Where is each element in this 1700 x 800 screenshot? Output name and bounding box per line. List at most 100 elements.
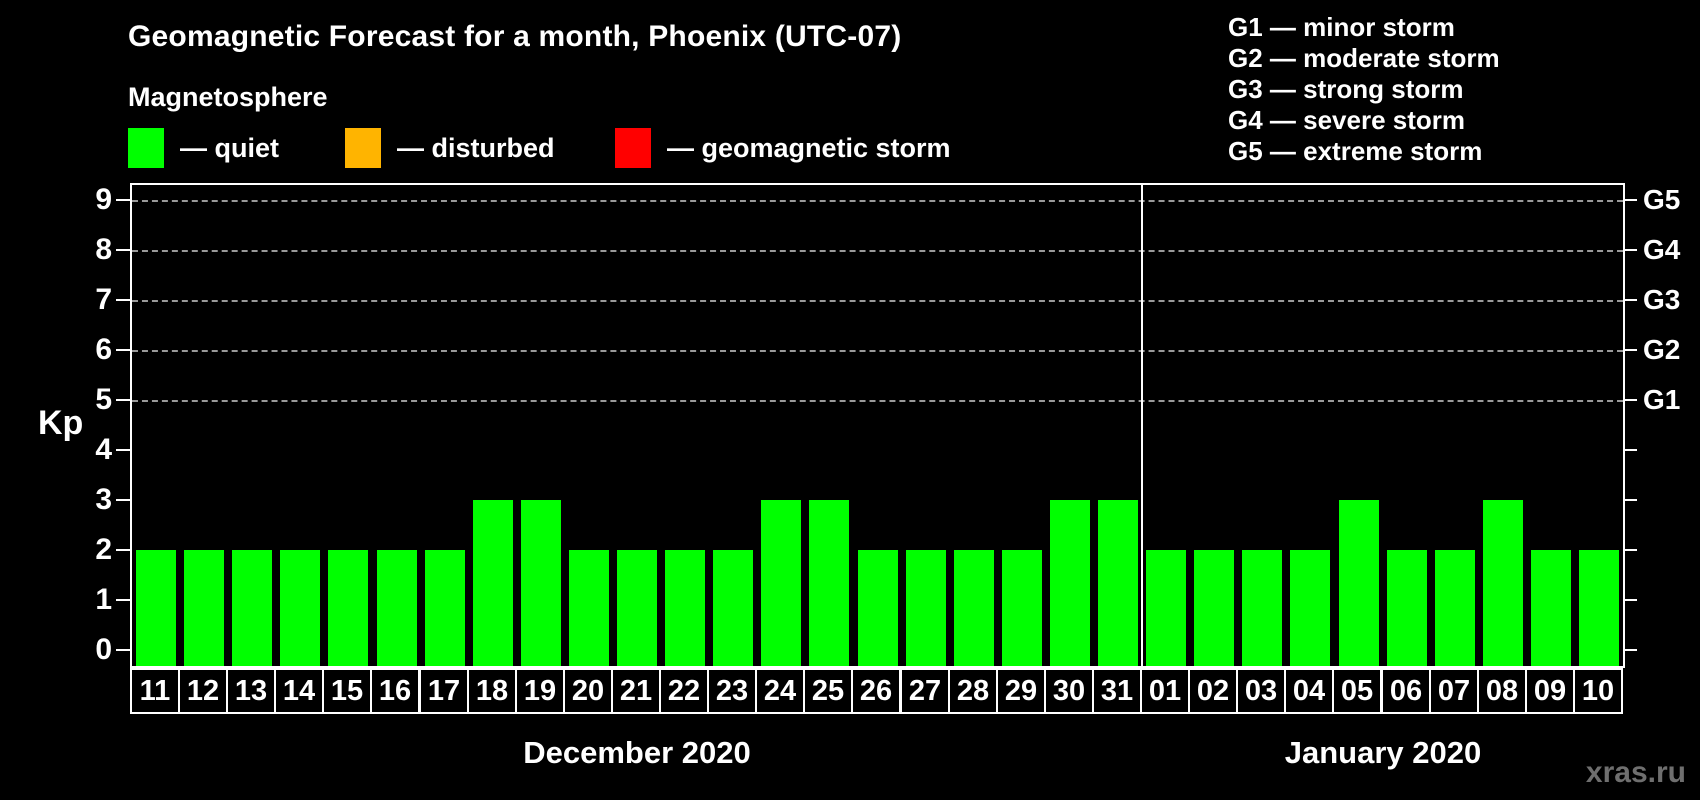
right-tick-kp0 <box>1623 649 1637 651</box>
y-axis-label-6: 6 <box>95 333 112 366</box>
day-label-04: 04 <box>1284 668 1334 714</box>
bar-day-25-kp3 <box>809 500 850 666</box>
quiet-color-swatch <box>128 128 164 168</box>
day-label-09: 09 <box>1525 668 1575 714</box>
g1-legend-line: G1 — minor storm <box>1228 12 1455 42</box>
day-label-01: 01 <box>1140 668 1190 714</box>
bar-day-04-kp2 <box>1290 550 1331 666</box>
right-tick-kp4 <box>1623 449 1637 451</box>
plot-area <box>130 183 1625 668</box>
left-tick-kp4 <box>116 449 130 451</box>
day-label-26: 26 <box>851 668 901 714</box>
bar-day-29-kp2 <box>1001 550 1042 666</box>
right-tick-kp7 <box>1623 299 1637 301</box>
gridline-kp6 <box>132 350 1623 352</box>
right-axis-label-g3: G3 <box>1643 284 1681 315</box>
page-title: Geomagnetic Forecast for a month, Phoeni… <box>128 20 902 53</box>
day-label-20: 20 <box>563 668 613 714</box>
bar-day-05-kp3 <box>1338 500 1379 666</box>
day-label-12: 12 <box>178 668 228 714</box>
right-tick-kp6 <box>1623 349 1637 351</box>
left-tick-kp7 <box>116 299 130 301</box>
day-label-05: 05 <box>1332 668 1382 714</box>
y-axis-label-4: 4 <box>95 433 112 466</box>
y-axis-label-5: 5 <box>95 383 112 416</box>
magnetosphere-heading: Magnetosphere <box>128 82 328 112</box>
y-axis-label-1: 1 <box>95 583 112 616</box>
day-label-row: 11 12 13 14 15 16 17 18 19 20 21 22 23 24 25 26 27 28 29 30… <box>130 668 1627 714</box>
g3-legend-line: G3 — strong storm <box>1228 74 1464 104</box>
left-tick-kp3 <box>116 499 130 501</box>
bar-day-07-kp2 <box>1434 550 1475 666</box>
day-label-24: 24 <box>755 668 805 714</box>
bar-day-20-kp2 <box>568 550 609 666</box>
bar-day-19-kp3 <box>520 500 561 666</box>
day-label-17: 17 <box>419 668 469 714</box>
bar-day-21-kp2 <box>617 550 657 666</box>
left-tick-kp2 <box>116 549 130 551</box>
bar-day-12-kp2 <box>184 550 225 666</box>
left-tick-kp0 <box>116 649 130 651</box>
quiet-label: — quiet <box>180 132 279 163</box>
day-label-16: 16 <box>370 668 420 714</box>
day-label-30: 30 <box>1044 668 1094 714</box>
legend-item-disturbed: — disturbed <box>345 127 555 169</box>
g4-legend-line: G4 — severe storm <box>1228 105 1466 135</box>
day-label-03: 03 <box>1236 668 1286 714</box>
right-tick-kp3 <box>1623 499 1637 501</box>
day-label-31: 31 <box>1092 668 1142 714</box>
day-label-18: 18 <box>467 668 517 714</box>
day-label-27: 27 <box>900 668 950 714</box>
day-label-06: 06 <box>1381 668 1431 714</box>
day-label-21: 21 <box>611 668 661 714</box>
bar-day-28-kp2 <box>953 550 994 666</box>
bar-day-27-kp2 <box>905 550 946 666</box>
storm-color-swatch <box>615 128 651 168</box>
right-tick-kp2 <box>1623 549 1637 551</box>
gridline-kp8 <box>132 250 1623 252</box>
y-axis-label-8: 8 <box>95 233 112 266</box>
right-axis-label-g1: G1 <box>1643 384 1681 415</box>
bar-day-11-kp2 <box>136 550 176 666</box>
storm-label: — geomagnetic storm <box>667 132 951 163</box>
y-axis-label-0: 0 <box>95 633 112 666</box>
bar-day-15-kp2 <box>328 550 369 666</box>
y-axis-label-2: 2 <box>95 533 112 566</box>
bar-day-17-kp2 <box>424 550 465 666</box>
right-axis-label-g4: G4 <box>1643 234 1681 265</box>
right-tick-kp5 <box>1623 399 1637 401</box>
right-axis-label-g5: G5 <box>1643 184 1681 215</box>
day-label-29: 29 <box>996 668 1046 714</box>
left-tick-kp8 <box>116 249 130 251</box>
legend-item-storm: — geomagnetic storm <box>615 127 951 169</box>
y-axis-label-3: 3 <box>95 483 112 516</box>
g5-legend-line: G5 — extreme storm <box>1228 136 1483 166</box>
bar-day-14-kp2 <box>280 550 321 666</box>
right-tick-kp9 <box>1623 199 1637 201</box>
left-tick-kp1 <box>116 599 130 601</box>
day-label-11: 11 <box>130 668 180 714</box>
watermark: xras.ru <box>1585 756 1686 789</box>
y-axis-label-7: 7 <box>95 283 112 316</box>
day-label-08: 08 <box>1477 668 1527 714</box>
bar-day-22-kp2 <box>665 550 706 666</box>
bar-day-26-kp2 <box>857 550 898 666</box>
disturbed-label: — disturbed <box>397 132 555 163</box>
day-label-14: 14 <box>274 668 324 714</box>
bar-day-09-kp2 <box>1530 550 1571 666</box>
bar-day-10-kp2 <box>1579 550 1619 666</box>
day-label-25: 25 <box>803 668 853 714</box>
month-label-december: December 2020 <box>523 735 751 770</box>
day-label-13: 13 <box>226 668 276 714</box>
bar-day-16-kp2 <box>376 550 417 666</box>
y-axis-title: Kp <box>38 404 84 442</box>
bar-day-03-kp2 <box>1242 550 1283 666</box>
bar-day-18-kp3 <box>472 500 513 666</box>
right-axis-label-g2: G2 <box>1643 334 1681 365</box>
day-label-28: 28 <box>948 668 998 714</box>
y-axis-label-9: 9 <box>95 183 112 216</box>
day-label-19: 19 <box>515 668 565 714</box>
bar-day-24-kp3 <box>761 500 802 666</box>
day-label-07: 07 <box>1429 668 1479 714</box>
